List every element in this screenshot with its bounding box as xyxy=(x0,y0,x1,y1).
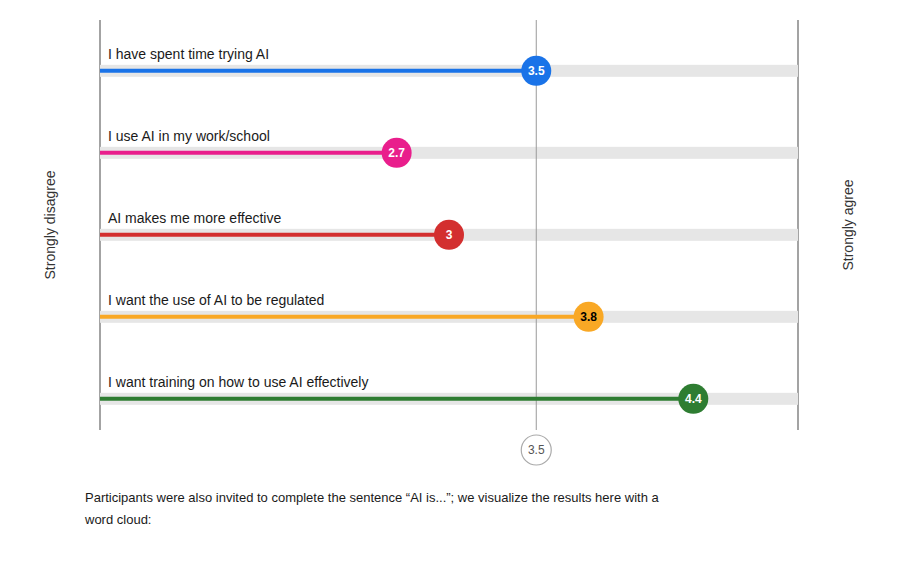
reference-badge: 3.5 xyxy=(521,435,551,465)
footer: Participants were also invited to comple… xyxy=(85,490,659,505)
reference-circle xyxy=(521,435,551,465)
category-label: I want training on how to use AI effecti… xyxy=(108,374,368,390)
category-label: I want the use of AI to be regulated xyxy=(108,292,324,308)
range-start xyxy=(99,20,100,430)
data-label: 3 xyxy=(446,228,453,242)
stem xyxy=(100,397,693,401)
dot xyxy=(521,56,551,86)
plot: 3.5 2.7 3 3.8 4.4 I have spent time trying AI… xyxy=(100,20,798,465)
dot xyxy=(382,138,412,168)
footer: word cloud: xyxy=(84,512,151,527)
data-label: 2.7 xyxy=(388,146,405,160)
labels: 3.5 2.7 3 3.8 4.4 I have spent time trying AI… xyxy=(108,46,702,406)
category-label: I have spent time trying AI xyxy=(108,46,269,62)
dot xyxy=(574,302,604,332)
data-label: 3.8 xyxy=(580,310,597,324)
stem xyxy=(100,233,449,237)
dot xyxy=(678,384,708,414)
stem xyxy=(100,69,536,73)
data-label: 3.5 xyxy=(528,64,545,78)
row-strip xyxy=(100,147,798,159)
stem xyxy=(100,315,589,319)
marks xyxy=(100,20,798,430)
category-label: I use AI in my work/school xyxy=(108,128,270,144)
reference-label: 3.5 xyxy=(528,443,545,457)
range-end xyxy=(797,20,798,430)
side-label: Strongly agree xyxy=(840,179,856,270)
row-strip xyxy=(100,393,798,405)
stem xyxy=(100,151,397,155)
row-strip xyxy=(100,229,798,241)
side-label: Strongly disagree xyxy=(42,170,58,279)
row-strip xyxy=(100,65,798,77)
chart: 3.5 2.7 3 3.8 4.4 I have spent time trying AI… xyxy=(0,0,898,580)
data-label: 4.4 xyxy=(685,392,702,406)
category-label: AI makes me more effective xyxy=(108,210,281,226)
dot xyxy=(434,220,464,250)
row-strip xyxy=(100,311,798,323)
